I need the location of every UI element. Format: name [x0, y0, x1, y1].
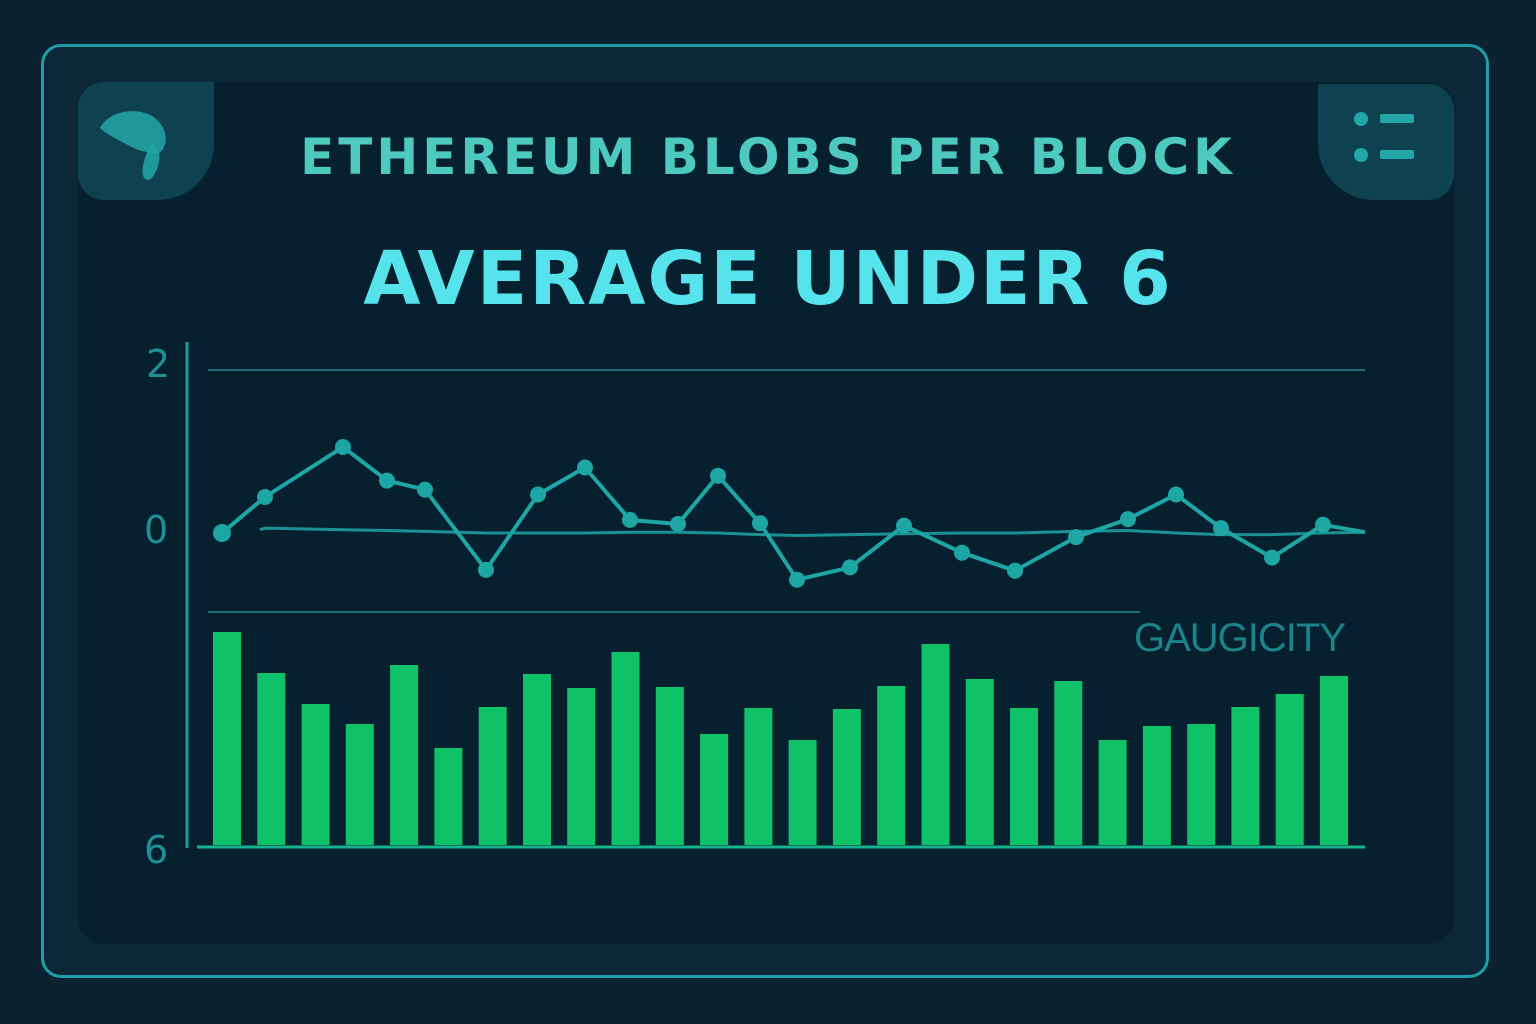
bar [1098, 740, 1127, 845]
data-point [710, 467, 726, 484]
bar [567, 688, 596, 845]
bar [965, 679, 994, 845]
data-point [954, 544, 970, 561]
bar [301, 704, 330, 845]
bar [700, 734, 729, 845]
data-point [1264, 549, 1280, 566]
bar [1010, 708, 1038, 845]
data-point [1168, 486, 1184, 503]
data-point [622, 511, 638, 528]
data-point [842, 559, 858, 576]
bar [434, 748, 463, 845]
chart-subtitle: AVERAGE UNDER 6 [363, 236, 1173, 322]
data-point [478, 561, 494, 578]
blobs-line-series [213, 439, 1366, 588]
bar [1320, 676, 1348, 845]
data-point [752, 515, 768, 532]
bar [478, 707, 507, 845]
bar [611, 652, 640, 845]
bar [1142, 726, 1171, 845]
data-point [1068, 529, 1084, 546]
bar-series [213, 632, 1348, 845]
y-tick-label-0: 0 [144, 508, 169, 552]
data-point [213, 524, 231, 542]
bar [788, 740, 817, 845]
bar [655, 687, 684, 845]
bar [1187, 724, 1216, 845]
logo-badge [78, 82, 214, 200]
bar [345, 724, 374, 845]
bar [1231, 707, 1260, 845]
bar [877, 686, 906, 845]
data-point [1120, 511, 1136, 528]
data-point [577, 459, 593, 476]
data-point [670, 516, 686, 532]
bar [744, 708, 773, 845]
data-point [379, 472, 395, 489]
data-point [896, 517, 912, 534]
data-point [1213, 520, 1229, 537]
data-point [789, 571, 805, 588]
bar [523, 674, 551, 845]
bar-legend-label: GAUGICITY [1134, 616, 1346, 660]
bar [390, 665, 419, 845]
data-point [417, 481, 433, 498]
y-tick-label-6: 6 [144, 828, 169, 872]
bar [213, 632, 241, 845]
menu-button[interactable] [1318, 84, 1454, 200]
list-menu-icon [1354, 112, 1414, 162]
bar [921, 644, 950, 845]
data-point [335, 439, 351, 455]
bar [832, 709, 861, 845]
data-point [257, 489, 273, 505]
chart-title: ETHEREUM BLOBS PER BLOCK [300, 128, 1236, 186]
baseline-average-line [259, 526, 1366, 538]
y-tick-label-2: 2 [146, 342, 171, 386]
data-point [1315, 516, 1331, 533]
data-point [530, 486, 546, 503]
bar [257, 673, 286, 845]
bar [1275, 694, 1304, 845]
bar [1054, 681, 1083, 845]
data-point [1007, 562, 1023, 579]
ethereum-blob-icon [100, 111, 166, 180]
